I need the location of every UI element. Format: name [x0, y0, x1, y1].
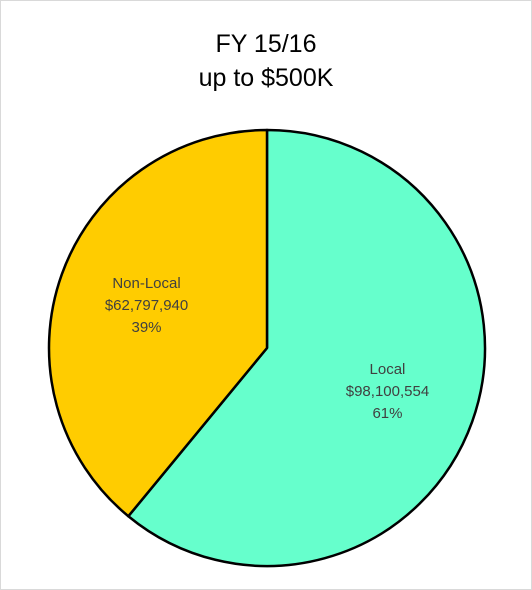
slice-label-value-non-local: $62,797,940	[105, 297, 188, 314]
slice-label-name-non-local: Non-Local	[112, 275, 180, 292]
slice-label-value-local: $98,100,554	[346, 383, 429, 400]
pie-slice-local	[127, 128, 487, 568]
chart-title-line-2: up to $500K	[198, 64, 334, 92]
pie-slices	[47, 128, 487, 568]
pie-slice-non-local	[47, 128, 269, 518]
slice-label-percent-non-local: 39%	[132, 319, 162, 336]
pie-labels: Local $98,100,554 61% Non-Local $62,797,940 3…	[105, 275, 429, 422]
slice-label-percent-local: 61%	[372, 405, 402, 422]
slice-label-name-local: Local	[370, 361, 406, 378]
chart-title-line-1: FY 15/16	[215, 30, 317, 58]
